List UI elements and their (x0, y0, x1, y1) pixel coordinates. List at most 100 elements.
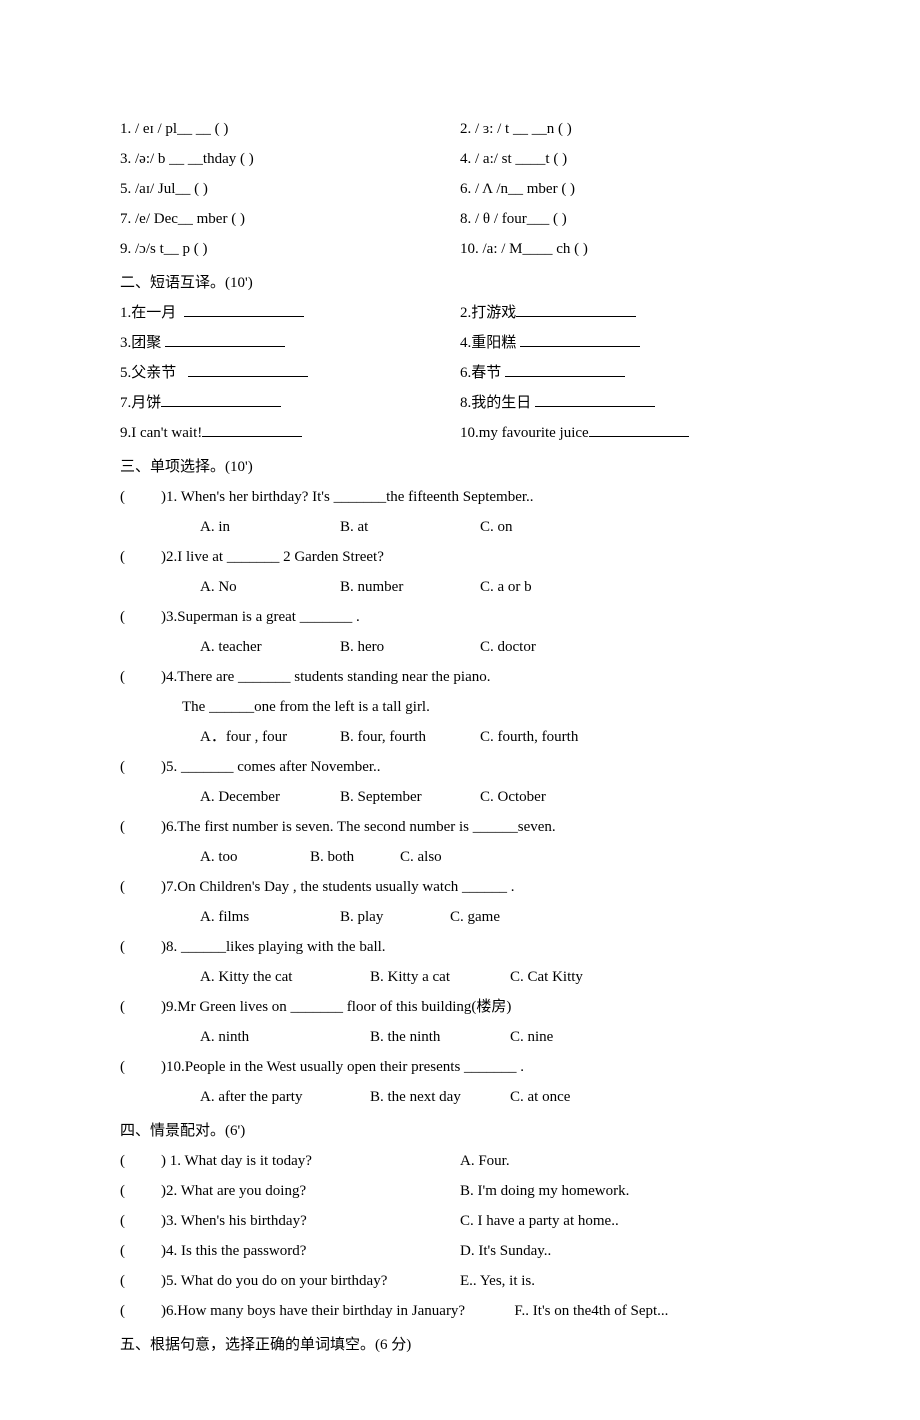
opt-c[interactable]: C. October (480, 782, 620, 812)
opt-c[interactable]: C. fourth, fourth (480, 722, 620, 752)
opt-b[interactable]: B. both (310, 842, 400, 872)
answer-blank[interactable] (535, 391, 655, 407)
opt-a[interactable]: A. after the party (200, 1082, 370, 1112)
opt-b[interactable]: B. September (340, 782, 480, 812)
translate-label: 10.my favourite juice (460, 425, 589, 441)
mc-question: ()7.On Children's Day , the students usu… (120, 872, 800, 902)
q-num: 4 (166, 669, 174, 685)
phonetics-item: 10. /a: / M____ ch ( ) (460, 234, 800, 264)
translate-item: 4.重阳糕 (460, 328, 800, 358)
q-num: 6 (166, 819, 174, 835)
mc-options: A. ninthB. the ninthC. nine (120, 1022, 800, 1052)
answer-blank[interactable] (505, 361, 625, 377)
q-num: 7 (166, 879, 174, 895)
match-q: ()6.How many boys have their birthday in… (120, 1296, 514, 1326)
opt-b[interactable]: B. four, fourth (340, 722, 480, 752)
match-a: A. Four. (460, 1146, 800, 1176)
match-q: () 1. What day is it today? (120, 1146, 460, 1176)
q-num: 5 (166, 759, 174, 775)
translate-item: 8.我的生日 (460, 388, 800, 418)
match-q: ()4. Is this the password? (120, 1236, 460, 1266)
phonetics-item: 6. / Λ /n__ mber ( ) (460, 174, 800, 204)
answer-blank[interactable] (188, 361, 308, 377)
answer-blank[interactable] (202, 421, 302, 437)
translate-item: 3.团聚 (120, 328, 460, 358)
opt-c[interactable]: C. a or b (480, 572, 620, 602)
opt-b[interactable]: B. Kitty a cat (370, 962, 510, 992)
phonetics-item: 3. /ə:/ b __ __thday ( ) (120, 144, 460, 174)
opt-a[interactable]: A. ninth (200, 1022, 370, 1052)
match-row: ()6.How many boys have their birthday in… (120, 1296, 800, 1326)
phonetics-row: 3. /ə:/ b __ __thday ( ) 4. / a:/ st ___… (120, 144, 800, 174)
opt-b[interactable]: B. the next day (370, 1082, 510, 1112)
translate-label: 1.在一月 (120, 305, 176, 321)
phonetics-row: 7. /e/ Dec__ mber ( ) 8. / θ / four___ (… (120, 204, 800, 234)
q-stem: Mr Green lives on _______ floor of this … (177, 999, 511, 1015)
opt-c[interactable]: C. on (480, 512, 620, 542)
answer-blank[interactable] (165, 331, 285, 347)
section-2-translate: 二、短语互译。(10') 1.在一月 2.打游戏 3.团聚 4.重阳糕 5.父亲… (120, 268, 800, 448)
mc-question: ()9.Mr Green lives on _______ floor of t… (120, 992, 800, 1022)
translate-label: 5.父亲节 (120, 365, 176, 381)
translate-row: 3.团聚 4.重阳糕 (120, 328, 800, 358)
phonetics-row: 5. /aɪ/ Jul__ ( ) 6. / Λ /n__ mber ( ) (120, 174, 800, 204)
opt-b[interactable]: B. at (340, 512, 480, 542)
worksheet-page: 1. / eɪ / pl__ __ ( ) 2. / ɜ: / t __ __n… (0, 0, 920, 1420)
opt-a[interactable]: A．four , four (200, 722, 340, 752)
opt-b[interactable]: B. hero (340, 632, 480, 662)
q-stem: ______likes playing with the ball. (181, 939, 386, 955)
opt-a[interactable]: A. too (200, 842, 310, 872)
opt-a[interactable]: A. Kitty the cat (200, 962, 370, 992)
q-num: 3 (166, 609, 174, 625)
opt-b[interactable]: B. number (340, 572, 480, 602)
match-a: F.. It's on the4th of Sept... (514, 1296, 800, 1326)
section-2-title: 二、短语互译。(10') (120, 268, 800, 298)
phonetics-row: 9. /ɔ/s t__ p ( ) 10. /a: / M____ ch ( ) (120, 234, 800, 264)
q-stem-line2: The ______one from the left is a tall gi… (120, 692, 800, 722)
answer-blank[interactable] (589, 421, 689, 437)
opt-c[interactable]: C. game (450, 902, 590, 932)
translate-label: 6.春节 (460, 365, 501, 381)
opt-c[interactable]: C. also (400, 842, 540, 872)
translate-row: 1.在一月 2.打游戏 (120, 298, 800, 328)
opt-a[interactable]: A. December (200, 782, 340, 812)
translate-row: 5.父亲节 6.春节 (120, 358, 800, 388)
match-row: ()4. Is this the password? D. It's Sunda… (120, 1236, 800, 1266)
q-num: 10 (166, 1059, 181, 1075)
answer-blank[interactable] (520, 331, 640, 347)
opt-c[interactable]: C. Cat Kitty (510, 962, 650, 992)
mc-options: A. Kitty the catB. Kitty a catC. Cat Kit… (120, 962, 800, 992)
opt-c[interactable]: C. doctor (480, 632, 620, 662)
opt-a[interactable]: A. teacher (200, 632, 340, 662)
translate-item: 6.春节 (460, 358, 800, 388)
match-a: E.. Yes, it is. (460, 1266, 800, 1296)
opt-b[interactable]: B. play (340, 902, 450, 932)
phonetics-item: 7. /e/ Dec__ mber ( ) (120, 204, 460, 234)
mc-options: A. after the partyB. the next dayC. at o… (120, 1082, 800, 1112)
q-stem: There are _______ students standing near… (177, 669, 490, 685)
mc-question: ()3.Superman is a great _______ . (120, 602, 800, 632)
mc-options: A. teacherB. heroC. doctor (120, 632, 800, 662)
q-stem: The first number is seven. The second nu… (177, 819, 555, 835)
answer-blank[interactable] (184, 301, 304, 317)
match-q-text: 2. What are you doing? (166, 1183, 306, 1199)
opt-a[interactable]: A. No (200, 572, 340, 602)
opt-a[interactable]: A. in (200, 512, 340, 542)
q-num: 9 (166, 999, 174, 1015)
phonetics-item: 9. /ɔ/s t__ p ( ) (120, 234, 460, 264)
answer-blank[interactable] (161, 391, 281, 407)
mc-options: A. DecemberB. SeptemberC. October (120, 782, 800, 812)
opt-c[interactable]: C. at once (510, 1082, 650, 1112)
translate-label: 4.重阳糕 (460, 335, 516, 351)
match-q: ()5. What do you do on your birthday? (120, 1266, 460, 1296)
match-row: ()2. What are you doing? B. I'm doing my… (120, 1176, 800, 1206)
section-4-title: 四、情景配对。(6') (120, 1116, 800, 1146)
translate-label: 3.团聚 (120, 335, 161, 351)
answer-blank[interactable] (516, 301, 636, 317)
opt-b[interactable]: B. the ninth (370, 1022, 510, 1052)
opt-c[interactable]: C. nine (510, 1022, 650, 1052)
match-row: ()5. What do you do on your birthday? E.… (120, 1266, 800, 1296)
q-stem: On Children's Day , the students usually… (177, 879, 514, 895)
opt-a[interactable]: A. films (200, 902, 340, 932)
phonetics-item: 8. / θ / four___ ( ) (460, 204, 800, 234)
